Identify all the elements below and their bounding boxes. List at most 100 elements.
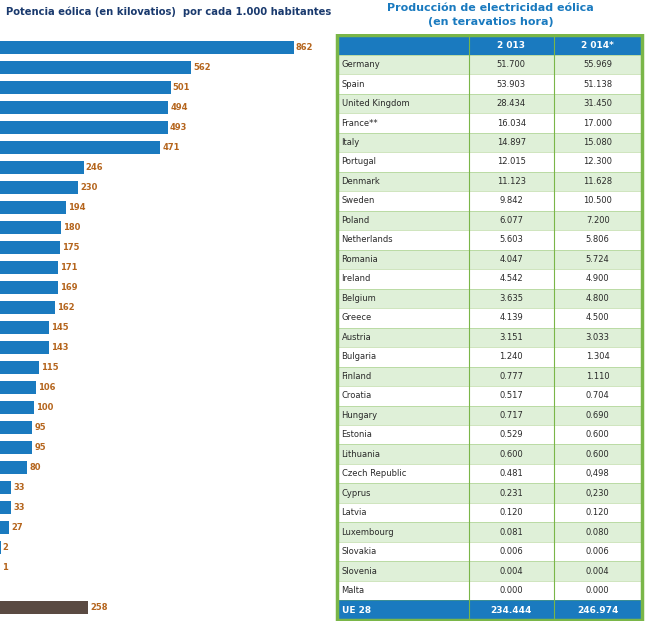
Text: 53.903: 53.903 xyxy=(497,79,526,89)
Text: Latvia: Latvia xyxy=(341,508,367,517)
Text: 0.690: 0.690 xyxy=(586,410,610,420)
Text: 12.015: 12.015 xyxy=(497,158,526,166)
Bar xyxy=(0,481,11,494)
Text: 0.120: 0.120 xyxy=(586,508,610,517)
Text: 5.724: 5.724 xyxy=(586,255,610,264)
Bar xyxy=(0,421,32,434)
FancyBboxPatch shape xyxy=(337,75,642,94)
Text: 230: 230 xyxy=(80,183,98,192)
Bar xyxy=(0,61,191,74)
Text: Czech Republic: Czech Republic xyxy=(341,469,406,478)
Text: (en teravatios hora): (en teravatios hora) xyxy=(428,17,553,27)
FancyBboxPatch shape xyxy=(337,269,642,289)
Bar xyxy=(0,221,62,234)
Bar xyxy=(0,81,170,94)
Text: 0.529: 0.529 xyxy=(500,430,523,439)
Text: 143: 143 xyxy=(51,343,68,352)
Text: 2 014*: 2 014* xyxy=(581,40,614,50)
Bar xyxy=(0,241,60,254)
Text: 258: 258 xyxy=(90,604,108,612)
Text: 0.600: 0.600 xyxy=(500,450,523,459)
Text: 0.481: 0.481 xyxy=(500,469,523,478)
Text: 51.700: 51.700 xyxy=(497,60,526,69)
Text: 0.006: 0.006 xyxy=(586,547,610,556)
FancyBboxPatch shape xyxy=(337,250,642,269)
Text: 3.033: 3.033 xyxy=(586,333,610,342)
FancyBboxPatch shape xyxy=(337,386,642,406)
Text: 4.500: 4.500 xyxy=(586,314,610,322)
Text: Cyprus: Cyprus xyxy=(341,489,371,497)
Text: Luxembourg: Luxembourg xyxy=(341,528,394,537)
Bar xyxy=(0,201,66,214)
Text: 31.450: 31.450 xyxy=(583,99,612,108)
Bar xyxy=(0,120,168,134)
Text: 234.444: 234.444 xyxy=(491,605,532,615)
Text: 3.635: 3.635 xyxy=(500,294,524,303)
Text: 175: 175 xyxy=(62,243,79,252)
Text: 4.800: 4.800 xyxy=(586,294,610,303)
Text: 0.517: 0.517 xyxy=(500,391,523,401)
Text: 246.974: 246.974 xyxy=(577,605,618,615)
Text: Slovenia: Slovenia xyxy=(341,566,377,576)
Text: Estonia: Estonia xyxy=(341,430,373,439)
Text: Finland: Finland xyxy=(341,372,372,381)
Text: UE 28: UE 28 xyxy=(341,605,371,615)
FancyBboxPatch shape xyxy=(337,581,642,601)
Text: 7.200: 7.200 xyxy=(586,216,610,225)
Text: 15.080: 15.080 xyxy=(583,138,612,147)
Text: France**: France** xyxy=(341,119,378,127)
FancyBboxPatch shape xyxy=(337,503,642,522)
Bar xyxy=(0,281,58,294)
FancyBboxPatch shape xyxy=(337,366,642,386)
Text: Spain: Spain xyxy=(341,79,365,89)
Text: 27: 27 xyxy=(11,524,23,532)
Text: 28.434: 28.434 xyxy=(497,99,526,108)
FancyBboxPatch shape xyxy=(337,406,642,425)
Text: 169: 169 xyxy=(60,283,77,292)
Text: 0.000: 0.000 xyxy=(500,586,523,595)
Bar xyxy=(0,401,34,414)
Text: 0.000: 0.000 xyxy=(586,586,610,595)
FancyBboxPatch shape xyxy=(337,328,642,347)
Text: 2: 2 xyxy=(3,543,8,553)
Bar xyxy=(0,301,55,314)
Text: 106: 106 xyxy=(38,383,56,392)
Text: 11.123: 11.123 xyxy=(497,177,526,186)
Text: 471: 471 xyxy=(163,143,180,152)
Text: 55.969: 55.969 xyxy=(583,60,612,69)
Bar xyxy=(0,542,1,555)
Text: 33: 33 xyxy=(13,483,25,492)
FancyBboxPatch shape xyxy=(337,542,642,561)
Text: Slovakia: Slovakia xyxy=(341,547,377,556)
Text: 494: 494 xyxy=(170,102,188,112)
Text: 0,498: 0,498 xyxy=(586,469,610,478)
Text: 0.704: 0.704 xyxy=(586,391,610,401)
FancyBboxPatch shape xyxy=(337,211,642,230)
Text: 6.077: 6.077 xyxy=(500,216,524,225)
Text: 0.231: 0.231 xyxy=(500,489,523,497)
Text: 14.897: 14.897 xyxy=(497,138,526,147)
Text: Bulgaria: Bulgaria xyxy=(341,352,376,361)
Text: Greece: Greece xyxy=(341,314,372,322)
Text: 17.000: 17.000 xyxy=(583,119,612,127)
Bar xyxy=(0,501,11,514)
FancyBboxPatch shape xyxy=(337,35,642,55)
FancyBboxPatch shape xyxy=(337,172,642,191)
Text: Denmark: Denmark xyxy=(341,177,380,186)
Text: 0.006: 0.006 xyxy=(500,547,523,556)
Text: 4.542: 4.542 xyxy=(500,274,523,283)
Bar xyxy=(0,161,84,174)
Text: 194: 194 xyxy=(68,203,86,212)
Text: 4.047: 4.047 xyxy=(500,255,523,264)
Bar xyxy=(0,101,168,114)
Text: 493: 493 xyxy=(170,123,187,132)
Text: Malta: Malta xyxy=(341,586,365,595)
Text: 5.806: 5.806 xyxy=(586,235,610,245)
FancyBboxPatch shape xyxy=(337,522,642,542)
Bar xyxy=(0,181,78,194)
Text: 115: 115 xyxy=(41,363,59,372)
Text: 3.151: 3.151 xyxy=(500,333,523,342)
Bar xyxy=(0,442,32,454)
FancyBboxPatch shape xyxy=(337,601,642,620)
Text: 0.777: 0.777 xyxy=(500,372,524,381)
